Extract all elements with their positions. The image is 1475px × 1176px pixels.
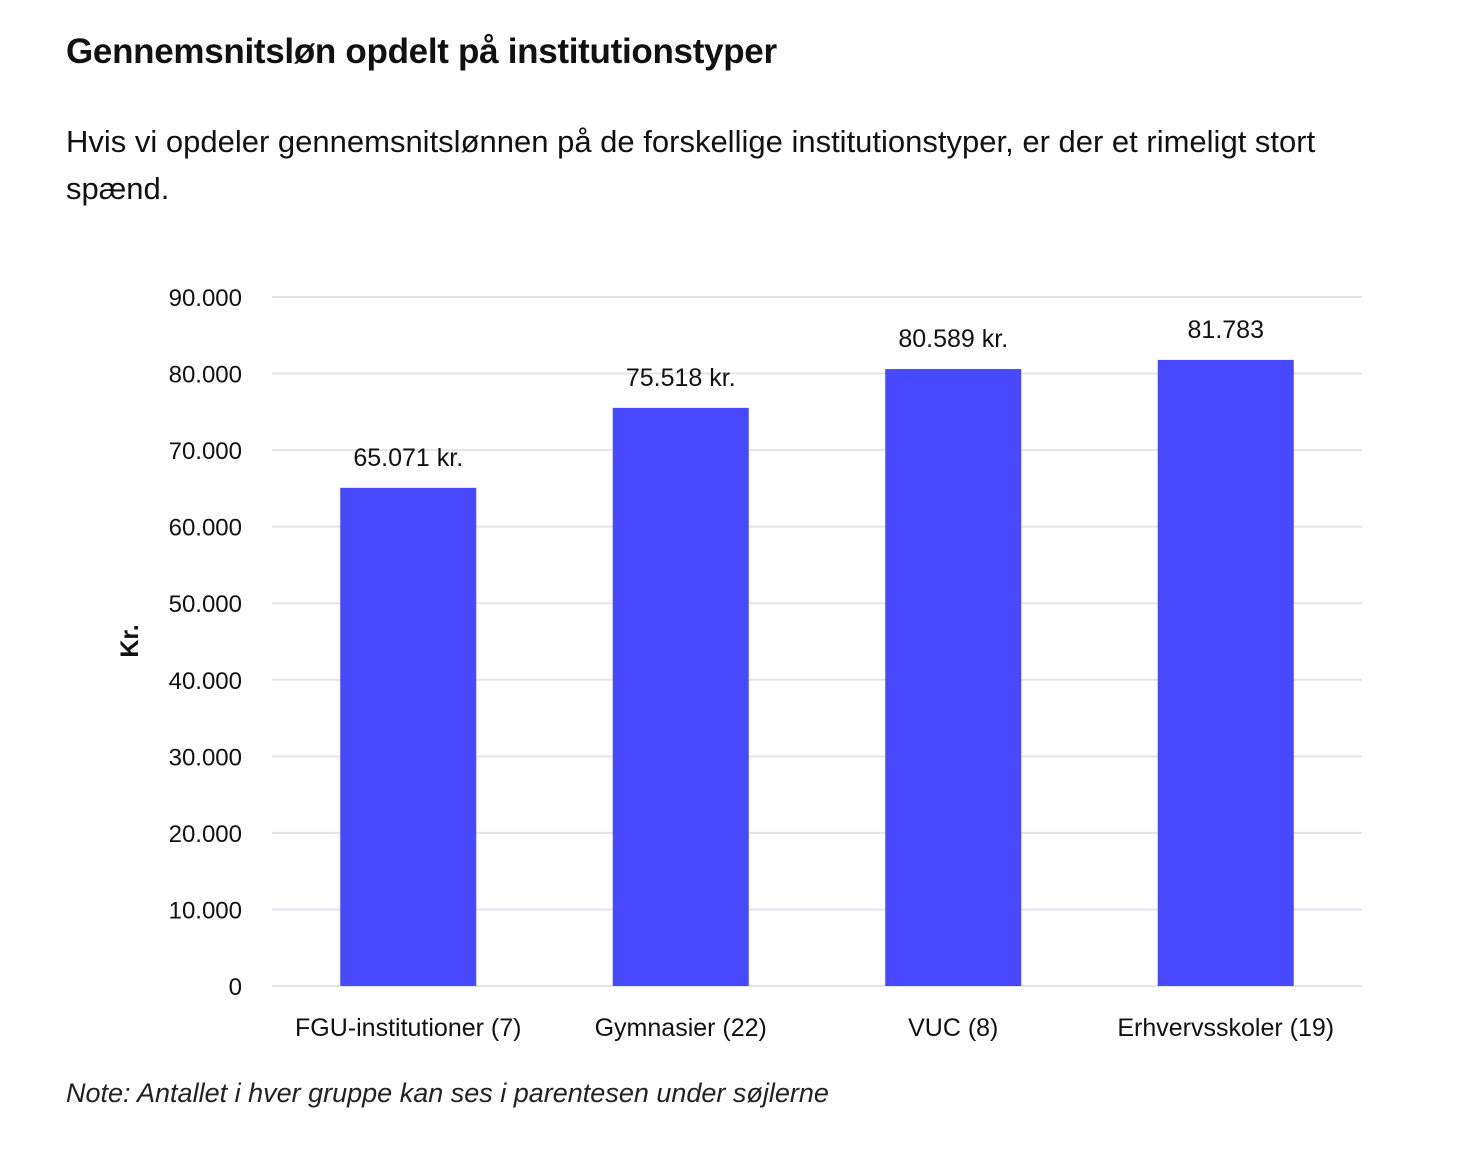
y-tick-label: 10.000 [169, 897, 242, 924]
data-label: 80.589 kr. [898, 325, 1008, 353]
chart-title: Gennemsnitsløn opdelt på institutionstyp… [66, 32, 777, 71]
x-tick-label: Gymnasier (22) [595, 1014, 767, 1042]
data-label: 81.783 [1188, 316, 1264, 344]
data-label: 65.071 kr. [353, 444, 463, 472]
y-tick-label: 60.000 [169, 515, 242, 542]
bar [885, 369, 1022, 986]
x-tick-label: Erhvervsskoler (19) [1117, 1014, 1334, 1042]
y-axis-label: Kr. [116, 624, 144, 657]
x-tick-label: VUC (8) [908, 1014, 998, 1042]
y-tick-label: 20.000 [169, 821, 242, 848]
bar [612, 407, 749, 986]
chart-subtitle: Hvis vi opdeler gennemsnitslønnen på de … [66, 124, 1316, 206]
data-label: 75.518 kr. [626, 364, 736, 392]
bar [1157, 359, 1294, 986]
y-tick-label: 80.000 [169, 362, 242, 389]
y-tick-label: 0 [229, 974, 242, 1001]
y-tick-label: 70.000 [169, 438, 242, 465]
x-tick-label: FGU-institutioner (7) [295, 1014, 521, 1042]
y-tick-label: 50.000 [169, 591, 242, 618]
chart-note: Note: Antallet i hver gruppe kan ses i p… [66, 1078, 829, 1108]
bar [340, 487, 477, 986]
y-tick-label: 40.000 [169, 668, 242, 695]
y-tick-label: 90.000 [169, 285, 242, 312]
y-tick-label: 30.000 [169, 744, 242, 771]
